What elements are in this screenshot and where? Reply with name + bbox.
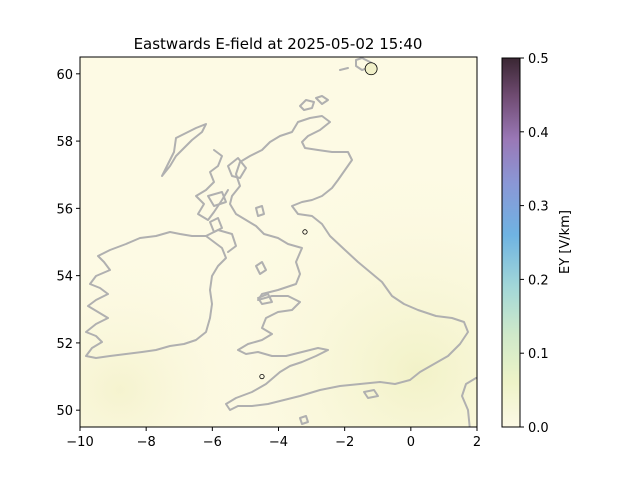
coastline-ireland — [85, 231, 227, 359]
x-tick-label: 2 — [473, 435, 481, 450]
colorbar-tick-label: 0.2 — [528, 273, 549, 288]
colorbar — [501, 57, 521, 428]
chart-title: Eastwards E-field at 2025-05-02 15:40 — [134, 35, 423, 53]
coastline-isle-of-wight — [363, 389, 379, 399]
y-axis: 50 52 54 56 58 60 — [56, 68, 80, 419]
coastline-islay — [209, 217, 223, 233]
y-tick-label: 52 — [56, 337, 73, 352]
y-tick-label: 54 — [56, 270, 73, 285]
x-tick-label: −8 — [137, 435, 156, 450]
coastline-orkney — [299, 95, 329, 111]
y-tick-label: 58 — [56, 135, 73, 150]
x-tick-label: −10 — [66, 435, 93, 450]
coastline-arran — [255, 205, 265, 217]
coastline-western-isles — [161, 123, 207, 177]
coastline-channel-islands — [299, 415, 309, 425]
y-tick-label: 60 — [56, 68, 73, 83]
field-tint-southwest — [80, 57, 477, 427]
map-field — [80, 57, 477, 427]
markers — [259, 62, 378, 380]
colorbar-tick-label: 0.1 — [528, 347, 549, 362]
coastline-great-britain — [225, 115, 469, 411]
colorbar-axis: 0.0 0.1 0.2 0.3 0.4 0.5 — [520, 52, 549, 436]
x-tick-label: −4 — [269, 435, 288, 450]
coastline-anglesey — [257, 293, 273, 305]
station-marker — [259, 373, 265, 380]
x-axis: −10 −8 −6 −4 −2 0 2 — [66, 427, 481, 450]
y-tick-label: 56 — [56, 202, 73, 217]
colorbar-tick-label: 0.3 — [528, 200, 549, 215]
coastline-continent — [461, 376, 477, 427]
x-tick-label: −2 — [335, 435, 354, 450]
coastline-isle-of-man — [255, 261, 267, 275]
colorbar-tick-label: 0.5 — [528, 52, 549, 67]
y-tick-label: 50 — [56, 404, 73, 419]
station-marker — [302, 229, 308, 235]
x-tick-label: −6 — [203, 435, 222, 450]
station-marker — [364, 62, 378, 76]
colorbar-label: EY [V/km] — [558, 210, 573, 274]
colorbar-tick-label: 0.4 — [528, 126, 549, 141]
coastline-inner-hebrides — [195, 149, 229, 221]
coastline-skye — [227, 157, 247, 179]
colorbar-tick-label: 0.0 — [528, 421, 549, 436]
coastline-mull — [207, 191, 227, 207]
x-tick-label: 0 — [407, 435, 415, 450]
